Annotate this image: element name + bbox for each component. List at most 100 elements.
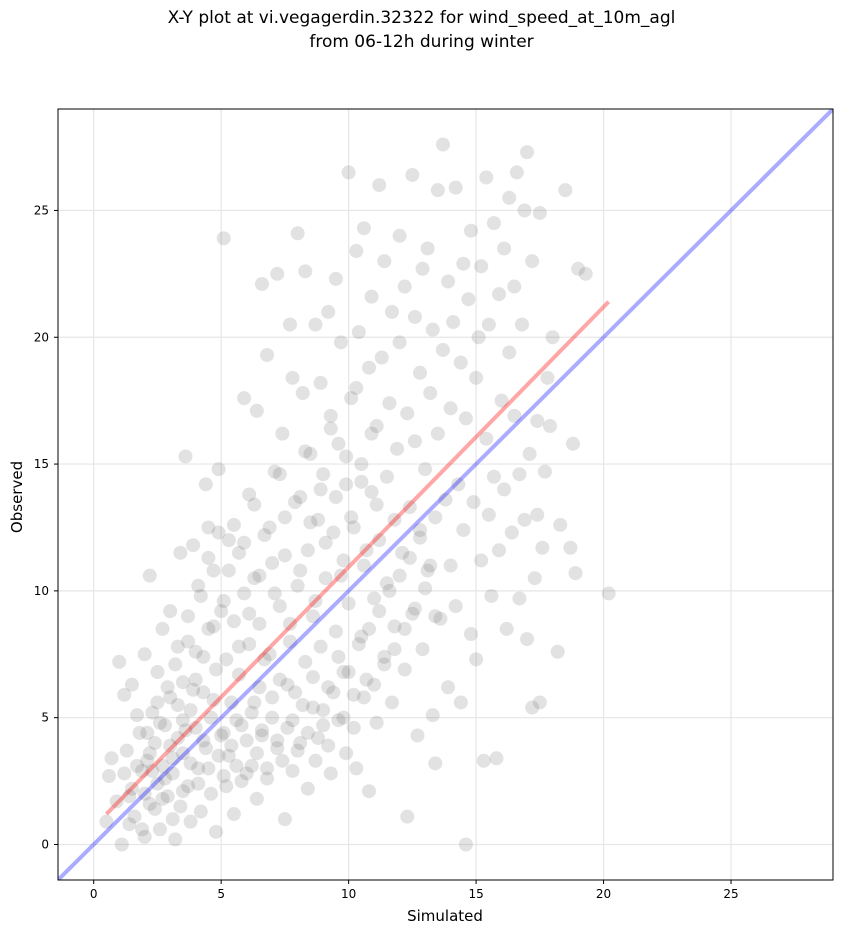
data-point — [425, 708, 440, 723]
data-point — [359, 543, 374, 558]
data-point — [456, 523, 471, 538]
data-point — [435, 137, 450, 152]
data-point — [423, 386, 438, 401]
data-point — [196, 685, 211, 700]
x-tick-label: 0 — [90, 887, 98, 901]
data-point — [571, 261, 586, 276]
data-point — [331, 713, 346, 728]
data-point — [249, 746, 264, 761]
data-point — [270, 733, 285, 748]
data-point — [402, 550, 417, 565]
data-point — [507, 279, 522, 294]
data-point — [446, 315, 461, 330]
data-point — [321, 680, 336, 695]
x-axis-label: Simulated — [407, 907, 483, 925]
data-point — [318, 535, 333, 550]
data-point — [474, 259, 489, 274]
data-point — [514, 317, 529, 332]
data-point — [497, 241, 512, 256]
data-point — [413, 523, 428, 538]
data-point — [397, 621, 412, 636]
data-point — [300, 725, 315, 740]
data-point — [512, 591, 527, 606]
data-point — [114, 837, 129, 852]
regression-line — [105, 300, 611, 816]
data-point — [400, 406, 415, 421]
chart-title-line-2: from 06-12h during winter — [309, 32, 534, 52]
data-point — [229, 758, 244, 773]
data-point — [290, 743, 305, 758]
data-point — [201, 621, 216, 636]
data-point — [379, 469, 394, 484]
data-point — [247, 497, 262, 512]
y-tick-label: 0 — [41, 837, 49, 851]
data-point — [165, 812, 180, 827]
data-point — [313, 375, 328, 390]
data-point — [400, 809, 415, 824]
data-point — [517, 203, 532, 218]
data-point — [226, 517, 241, 532]
data-point — [392, 228, 407, 243]
data-point — [137, 647, 152, 662]
data-point — [290, 578, 305, 593]
data-point — [295, 386, 310, 401]
data-point — [492, 287, 507, 302]
data-point — [532, 695, 547, 710]
data-point — [336, 710, 351, 725]
data-point — [354, 457, 369, 472]
data-point — [124, 781, 139, 796]
data-point — [145, 705, 160, 720]
data-point — [145, 763, 160, 778]
data-point — [224, 695, 239, 710]
data-point — [158, 771, 173, 786]
data-point — [458, 837, 473, 852]
data-point — [226, 807, 241, 822]
data-point — [282, 634, 297, 649]
data-point — [288, 685, 303, 700]
data-point — [298, 654, 313, 669]
data-point — [160, 680, 175, 695]
data-point — [300, 543, 315, 558]
data-point — [234, 718, 249, 733]
data-point — [150, 665, 165, 680]
data-point — [170, 730, 185, 745]
x-tick-label: 5 — [217, 887, 225, 901]
data-point — [356, 690, 371, 705]
data-point — [244, 705, 259, 720]
data-point — [356, 221, 371, 236]
data-point — [333, 335, 348, 350]
data-point — [163, 738, 178, 753]
data-point — [165, 766, 180, 781]
data-point — [407, 309, 422, 324]
data-point — [173, 545, 188, 560]
data-point — [254, 276, 269, 291]
data-point — [362, 784, 377, 799]
data-point — [203, 710, 218, 725]
data-point — [303, 515, 318, 530]
data-point — [119, 743, 134, 758]
data-point — [117, 687, 132, 702]
data-point — [321, 304, 336, 319]
data-point — [507, 408, 522, 423]
data-point — [308, 317, 323, 332]
data-point — [188, 720, 203, 735]
data-point — [165, 751, 180, 766]
data-point — [402, 500, 417, 515]
data-point — [543, 419, 558, 434]
data-point — [214, 604, 229, 619]
data-point — [300, 781, 315, 796]
data-point — [237, 391, 252, 406]
data-point — [155, 621, 170, 636]
data-point — [186, 538, 201, 553]
data-point — [369, 497, 384, 512]
data-point — [216, 594, 231, 609]
data-point — [130, 758, 145, 773]
data-point — [198, 477, 213, 492]
data-point — [270, 741, 285, 756]
data-point — [530, 413, 545, 428]
data-point — [303, 446, 318, 461]
data-point — [201, 761, 216, 776]
data-point — [349, 244, 364, 259]
data-point — [285, 763, 300, 778]
data-point — [497, 482, 512, 497]
